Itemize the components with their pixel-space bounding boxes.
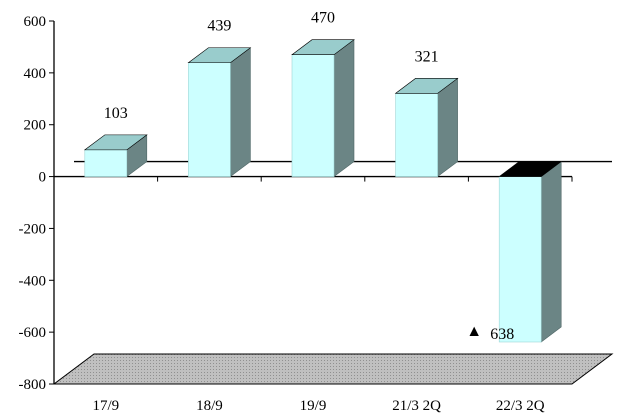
y-tick-label: 200 bbox=[24, 118, 47, 134]
bar-side bbox=[437, 77, 458, 178]
x-tick-label: 18/9 bbox=[196, 398, 223, 414]
y-tick-label: -400 bbox=[19, 273, 47, 289]
bar-top bbox=[83, 134, 148, 151]
bar-top bbox=[187, 47, 252, 64]
bar bbox=[83, 134, 148, 178]
x-tick-label: 17/9 bbox=[92, 398, 119, 414]
data-label: 439 bbox=[207, 18, 231, 35]
data-label: 638 bbox=[490, 326, 514, 343]
bar-side bbox=[230, 47, 251, 178]
bar-front bbox=[84, 149, 128, 177]
y-tick-label: -200 bbox=[19, 221, 47, 237]
bar-top bbox=[498, 161, 563, 177]
data-label: 321 bbox=[415, 48, 439, 65]
bar bbox=[187, 47, 252, 178]
bar bbox=[394, 77, 459, 178]
bar-front bbox=[188, 62, 231, 177]
data-label: 103 bbox=[104, 105, 128, 122]
bar bbox=[498, 160, 563, 343]
data-label: 470 bbox=[311, 10, 335, 27]
chart-floor bbox=[52, 353, 614, 385]
bar bbox=[291, 39, 355, 178]
negative-marker: ▲ bbox=[466, 323, 482, 340]
x-tick-label: 19/9 bbox=[300, 398, 327, 414]
bar-front bbox=[395, 93, 438, 177]
y-tick-label: -600 bbox=[19, 325, 47, 341]
bar-side bbox=[540, 160, 562, 343]
bar-front bbox=[291, 54, 335, 177]
bar-top bbox=[291, 39, 355, 56]
y-tick-label: -800 bbox=[19, 377, 47, 393]
y-tick-label: 0 bbox=[39, 170, 47, 186]
y-tick-label: 400 bbox=[24, 66, 47, 82]
bar-front bbox=[498, 176, 542, 343]
x-tick-label: 22/3 2Q bbox=[496, 398, 545, 414]
x-tick-label: 21/3 2Q bbox=[392, 398, 441, 414]
bar-side bbox=[333, 39, 355, 178]
y-tick-label: 600 bbox=[24, 14, 47, 30]
bar-top bbox=[394, 78, 459, 94]
